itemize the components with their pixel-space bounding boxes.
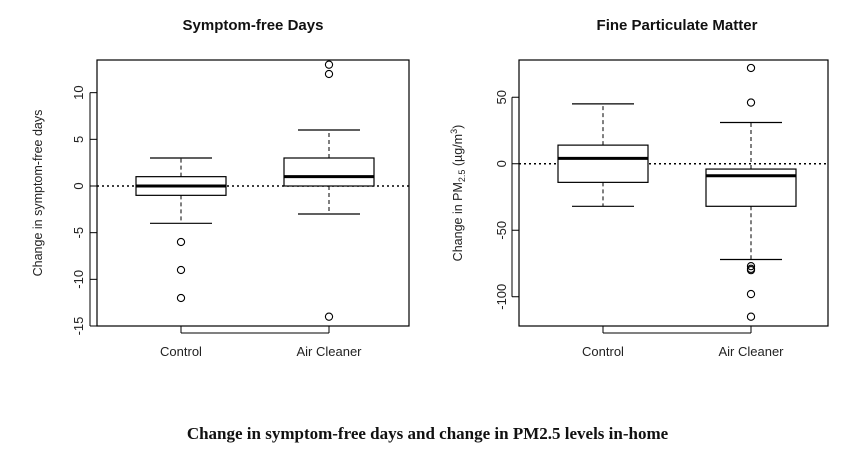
- box-outlier: [176, 237, 186, 247]
- chart-2-xtick-label: Control: [582, 344, 624, 359]
- chart-1-plot-frame: [96, 59, 410, 327]
- chart-1-title: Symptom-free Days: [183, 17, 324, 34]
- box-outlier: [324, 312, 334, 321]
- box-outlier: [176, 293, 186, 303]
- box-outlier: [746, 312, 756, 321]
- box-outlier: [746, 265, 756, 275]
- box-outlier: [324, 69, 334, 79]
- box-iqr: [557, 144, 649, 183]
- chart-2-ytick-label: 0: [494, 160, 509, 167]
- chart-1-xtick-label: Control: [160, 344, 202, 359]
- chart-2-xtick-label: Air Cleaner: [718, 344, 784, 359]
- figure-caption: Change in symptom-free days and change i…: [186, 424, 669, 443]
- chart-1-ytick-label: 0: [71, 182, 86, 189]
- chart-1-xtick-label: Air Cleaner: [296, 344, 362, 359]
- chart-2-plot-frame: [518, 59, 829, 327]
- chart-2-ytick-label: -100: [494, 284, 509, 310]
- chart-1-ytick-label: -5: [71, 227, 86, 239]
- chart-2-ylabel-part: (µg/m: [451, 134, 465, 170]
- chart-2-ylabel-part: ): [451, 125, 465, 129]
- chart-1-ytick-label: 10: [71, 85, 86, 99]
- box-outlier: [746, 261, 756, 271]
- box-outlier: [746, 289, 756, 299]
- chart-1-ytick-label: 5: [71, 136, 86, 143]
- chart-2-title: Fine Particulate Matter: [597, 17, 758, 34]
- chart-1-ylabel: Change in symptom-free days: [31, 110, 45, 277]
- chart-2-ylabel-part: 2.5: [457, 170, 467, 183]
- chart-1-ytick-label: -10: [71, 270, 86, 289]
- chart-1-ylabel-part: Change in symptom-free days: [31, 110, 45, 277]
- chart-1-box-2: [283, 60, 375, 321]
- chart-2-box-2: [705, 63, 797, 321]
- chart-2-ylabel-part: Change in PM: [451, 182, 465, 261]
- box-outlier: [176, 265, 186, 275]
- chart-1-box-1: [135, 157, 227, 303]
- chart-panel-1: Symptom-free Days -15 -10 -5 0 5 10 Change in s…: [31, 17, 410, 359]
- chart-2-ylabel: Change in PM2.5 (µg/m3): [449, 125, 467, 262]
- chart-panel-2: Fine Particulate Matter -100 -50 0 50 Change …: [449, 17, 829, 359]
- box-outlier: [746, 63, 756, 73]
- chart-2-ytick-label: 50: [494, 90, 509, 104]
- chart-2-ylabel-part: 3: [449, 129, 459, 134]
- chart-2-ytick-label: -50: [494, 221, 509, 240]
- box-outlier: [746, 98, 756, 107]
- chart-2-box-1: [557, 103, 649, 207]
- chart-1-ytick-label: -15: [71, 317, 86, 336]
- box-outlier: [324, 60, 334, 69]
- box-iqr: [283, 157, 375, 187]
